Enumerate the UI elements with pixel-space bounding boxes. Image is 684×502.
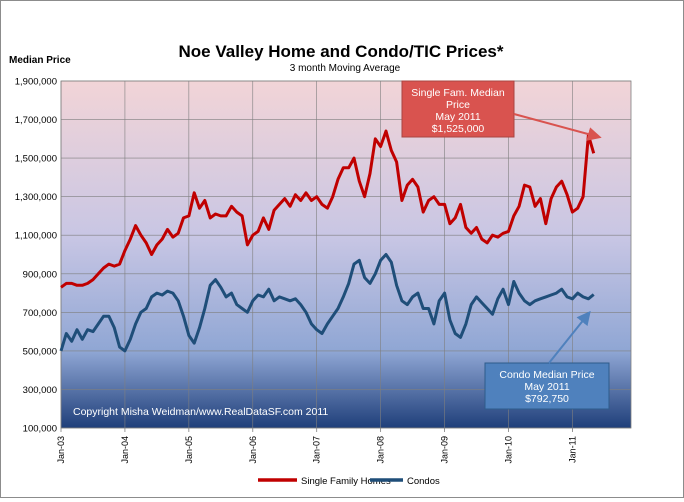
y-tick-label: 1,900,000 <box>15 77 57 88</box>
y-tick-label: 900,000 <box>23 269 57 280</box>
series-line-condos <box>59 253 595 353</box>
y-tick-label: 1,100,000 <box>15 231 57 242</box>
y-tick-label: 1,500,000 <box>15 154 57 165</box>
x-tick-label: Jan-04 <box>120 436 130 464</box>
legend: Single Family Homes Condos <box>258 476 440 487</box>
condo-callout-line-2: May 2011 <box>524 381 569 393</box>
x-tick-label: Jan-10 <box>503 436 513 464</box>
legend-label-condos: Condos <box>407 476 440 487</box>
sf-callout-arrow <box>513 113 602 141</box>
series-line-single-family <box>60 129 596 289</box>
sf-callout-line-1: Single Fam. Median <box>411 87 505 99</box>
condo-callout-line-1: Condo Median Price <box>499 369 594 381</box>
legend-label-single-family: Single Family Homes <box>301 476 391 487</box>
chart-title: Noe Valley Home and Condo/TIC Prices* <box>179 42 504 61</box>
x-tick-label: Jan-09 <box>440 436 450 464</box>
x-tick-label: Jan-03 <box>56 436 66 464</box>
single-family-callout-box <box>401 80 515 138</box>
condo-callout-arrow <box>548 310 591 364</box>
condo-callout: Condo Median Price May 2011 $792,750 <box>484 310 610 410</box>
copyright-note: Copyright Misha Weidman/www.RealDataSF.c… <box>73 406 328 418</box>
y-tick-label: 100,000 <box>23 424 57 435</box>
sf-callout-line-2: Price <box>446 99 470 111</box>
y-tick-label: 1,300,000 <box>15 192 57 203</box>
y-tick-label: 1,700,000 <box>15 115 57 126</box>
condo-callout-line-3: $792,750 <box>525 393 569 405</box>
x-tick-label: Jan-05 <box>184 436 194 464</box>
plot-border <box>60 80 632 429</box>
x-tick-label: Jan-06 <box>248 436 258 464</box>
condo-callout-box <box>484 362 610 410</box>
single-family-callout: Single Fam. Median Price May 2011 $1,525… <box>401 80 602 141</box>
x-tick-label: Jan-08 <box>376 436 386 464</box>
chart-subtitle: 3 month Moving Average <box>290 63 401 74</box>
x-axis-ticks: Jan-03 Jan-04 Jan-05 Jan-06 Jan-07 Jan-08 Jan-… <box>56 428 577 464</box>
sf-callout-line-4: $1,525,000 <box>432 123 485 135</box>
x-tick-label: Jan-11 <box>567 436 577 463</box>
y-tick-label: 500,000 <box>23 346 57 357</box>
y-axis-ticks: 100,000 300,000 500,000 700,000 900,000 1,100… <box>15 77 57 435</box>
y-axis-label: Median Price <box>9 55 71 66</box>
y-tick-label: 300,000 <box>23 385 57 396</box>
sf-callout-line-3: May 2011 <box>435 111 480 123</box>
x-tick-label: Jan-07 <box>312 436 322 464</box>
y-tick-label: 700,000 <box>23 308 57 319</box>
